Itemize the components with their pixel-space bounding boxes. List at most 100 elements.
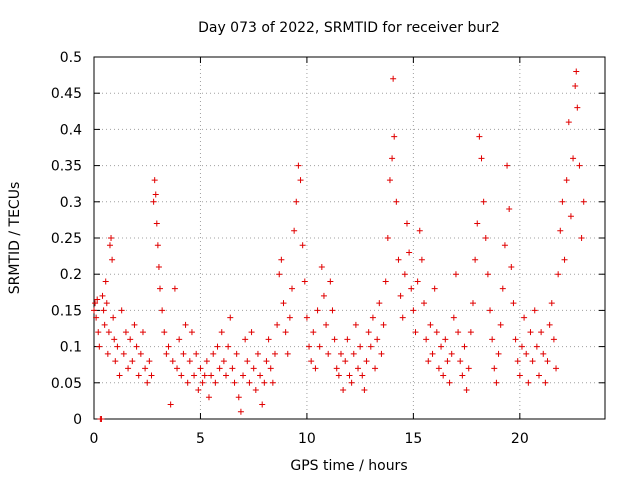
data-point <box>111 336 118 343</box>
data-point <box>380 321 387 328</box>
data-point <box>559 198 566 205</box>
y-tick-label: 0.2 <box>60 267 82 283</box>
data-point <box>171 285 178 292</box>
data-point <box>144 379 151 386</box>
data-point <box>440 372 447 379</box>
data-point <box>501 242 508 249</box>
data-point <box>531 307 538 314</box>
data-point <box>242 336 249 343</box>
data-point <box>289 285 296 292</box>
data-point <box>314 307 321 314</box>
data-point <box>282 329 289 336</box>
data-point <box>389 155 396 162</box>
data-point <box>96 343 103 350</box>
data-point <box>312 365 319 372</box>
data-point <box>367 343 374 350</box>
data-point <box>457 358 464 365</box>
data-point <box>565 119 572 126</box>
data-point <box>135 372 142 379</box>
data-point <box>271 350 278 357</box>
data-point <box>316 343 323 350</box>
data-point <box>399 314 406 321</box>
data-point <box>267 365 274 372</box>
data-point <box>542 379 549 386</box>
data-point <box>489 336 496 343</box>
data-point <box>514 358 521 365</box>
data-point <box>352 321 359 328</box>
data-point <box>180 350 187 357</box>
y-tick-label: 0.25 <box>51 231 82 247</box>
data-point <box>423 336 430 343</box>
data-point <box>153 220 160 227</box>
data-point <box>199 379 206 386</box>
data-point <box>333 365 340 372</box>
data-point <box>280 300 287 307</box>
data-point <box>540 350 547 357</box>
data-point <box>240 372 247 379</box>
data-point <box>191 372 198 379</box>
data-point <box>527 329 534 336</box>
data-point <box>197 365 204 372</box>
data-points <box>91 68 587 422</box>
data-point <box>293 198 300 205</box>
data-point <box>478 155 485 162</box>
data-point <box>401 271 408 278</box>
data-point <box>263 358 270 365</box>
grid-lines <box>94 57 605 419</box>
data-point <box>391 133 398 140</box>
data-point <box>269 379 276 386</box>
data-point <box>151 177 158 184</box>
data-point <box>510 300 517 307</box>
data-point <box>344 336 351 343</box>
data-point <box>578 235 585 241</box>
chart-title: Day 073 of 2022, SRMTID for receiver bur… <box>198 20 500 36</box>
data-point <box>525 379 532 386</box>
data-point <box>395 256 402 263</box>
data-point <box>299 242 306 249</box>
data-point <box>372 365 379 372</box>
data-point <box>265 336 272 343</box>
data-point <box>355 365 362 372</box>
data-point <box>346 372 353 379</box>
data-point <box>127 336 134 343</box>
y-tick-label: 0 <box>73 412 82 428</box>
data-point <box>435 365 442 372</box>
data-point <box>506 206 513 213</box>
data-point <box>246 379 253 386</box>
data-point <box>276 271 283 278</box>
data-point <box>161 329 168 336</box>
data-point <box>174 365 181 372</box>
data-point <box>491 365 498 372</box>
data-point <box>357 343 364 350</box>
data-point <box>165 343 172 350</box>
data-point <box>257 372 264 379</box>
data-point <box>250 365 257 372</box>
data-point <box>329 307 336 314</box>
data-point <box>340 387 347 394</box>
data-point <box>103 300 110 307</box>
data-point <box>533 343 540 350</box>
data-point <box>212 379 219 386</box>
data-point <box>384 235 391 241</box>
data-point <box>297 177 304 184</box>
data-point <box>154 242 161 249</box>
data-point <box>574 104 581 111</box>
data-point <box>474 220 481 227</box>
data-point <box>203 358 210 365</box>
data-point <box>176 336 183 343</box>
x-axis-ticks: 0 5 10 15 20 <box>90 57 529 447</box>
data-point <box>261 379 268 386</box>
data-point <box>137 350 144 357</box>
data-point <box>518 343 525 350</box>
data-point <box>412 329 419 336</box>
data-point <box>348 379 355 386</box>
data-point <box>452 271 459 278</box>
data-point <box>274 321 281 328</box>
data-point <box>120 350 127 357</box>
data-point <box>365 329 372 336</box>
data-point <box>378 350 385 357</box>
data-point <box>205 394 212 401</box>
data-point <box>359 372 366 379</box>
data-point <box>363 358 370 365</box>
data-point <box>108 235 115 241</box>
